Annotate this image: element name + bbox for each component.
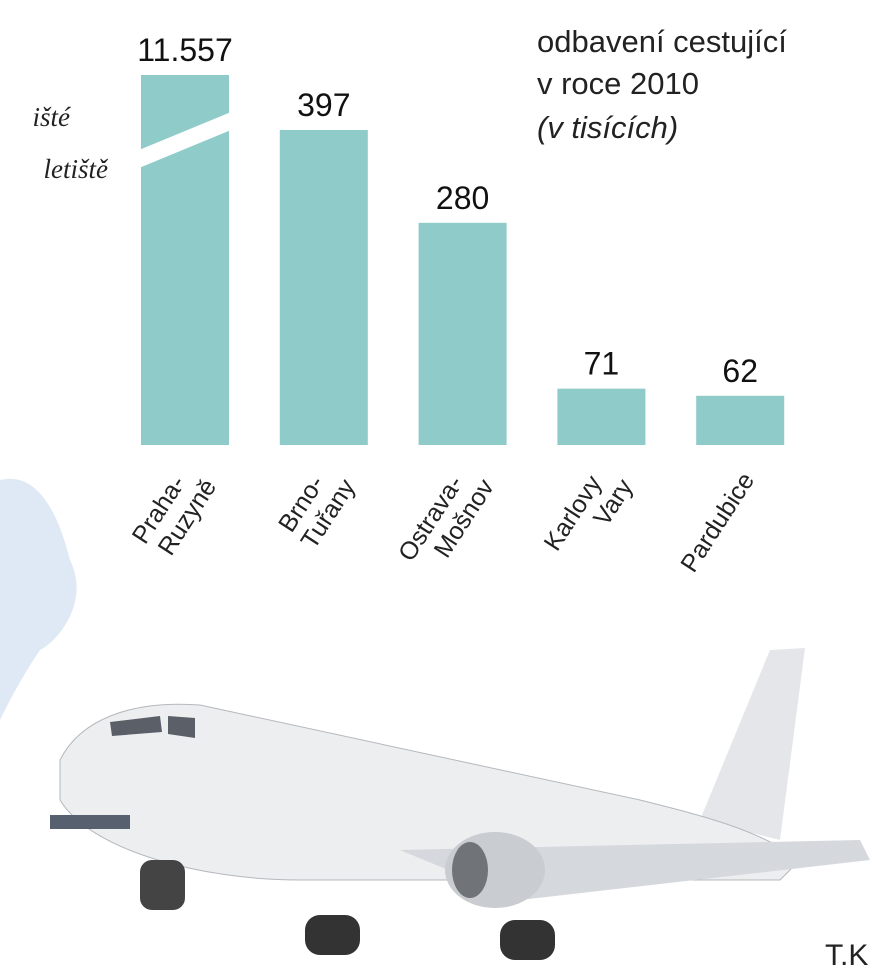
title-line: odbavení cestující: [537, 24, 787, 59]
subtitle: (v tisících): [537, 110, 678, 145]
value-label: 71: [584, 346, 620, 382]
title-line: v roce 2010: [537, 66, 699, 101]
credit: T.K: [825, 939, 868, 972]
annotation: letiště: [44, 154, 109, 184]
value-label: 397: [297, 87, 350, 123]
x-tick-label: Brno-Tuřany: [273, 471, 361, 554]
x-tick-label: Praha-Ruzyně: [127, 471, 222, 561]
value-label: 280: [436, 180, 489, 216]
value-label: 62: [722, 353, 758, 389]
x-tick-label: Ostrava-Mošnov: [393, 471, 500, 567]
axis-break: [139, 112, 231, 168]
bar: [696, 395, 785, 445]
bar: [418, 222, 507, 445]
bar: [557, 388, 646, 445]
x-tick-label-line: Pardubice: [675, 468, 760, 578]
value-label: 11.557: [137, 32, 233, 68]
map-shape: [0, 478, 77, 720]
annotation: išté: [33, 102, 72, 132]
x-tick-label: Pardubice: [675, 468, 760, 578]
bar: [279, 129, 368, 445]
airplane: [50, 648, 870, 960]
